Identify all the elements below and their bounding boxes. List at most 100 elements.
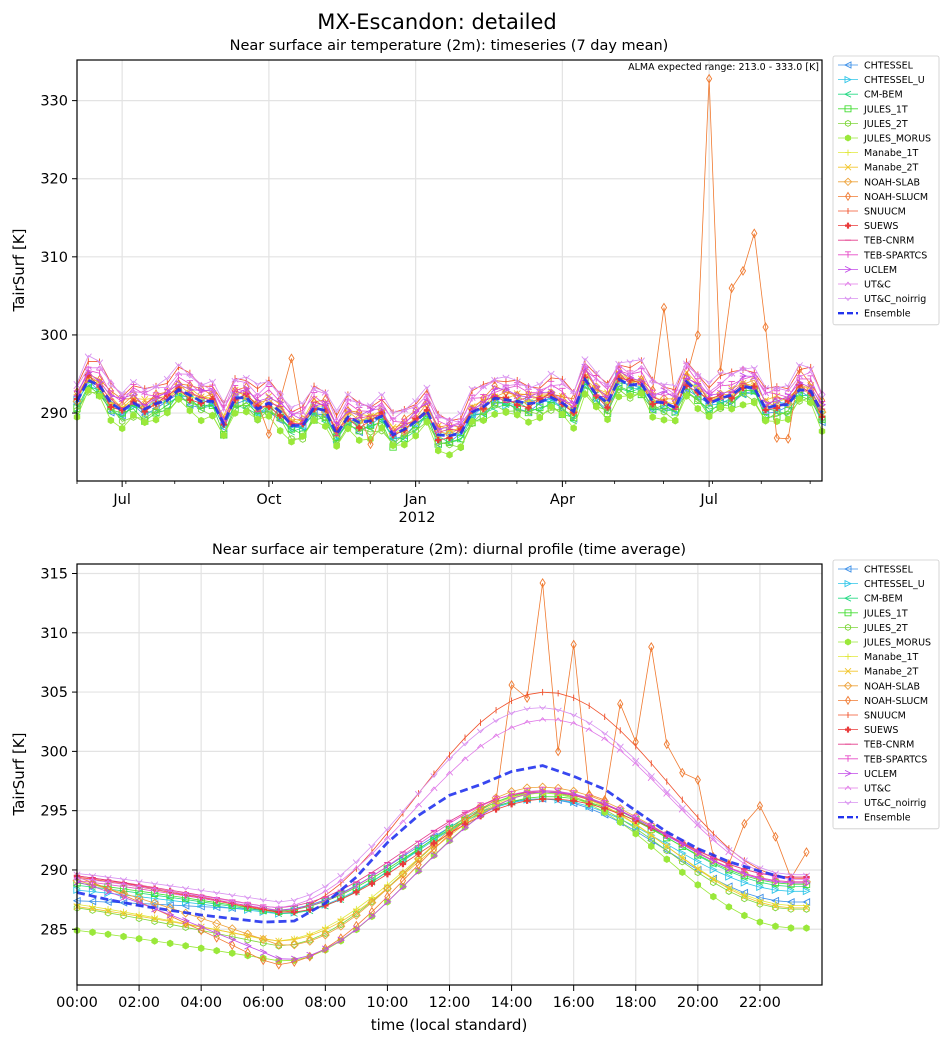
data-point: [660, 381, 668, 387]
data-point: [524, 692, 531, 704]
data-point: [739, 868, 749, 878]
data-point: [228, 949, 236, 957]
data-point: [807, 398, 814, 407]
legend-label: JULES_1T: [863, 104, 908, 115]
data-point: [353, 888, 360, 896]
y-tick-label: 300: [40, 328, 68, 344]
data-point: [306, 951, 315, 960]
x-tick-label: Jan: [403, 492, 426, 508]
data-point: [337, 936, 346, 944]
diurnal-ylabel: TairSurf [K]: [10, 733, 28, 817]
data-point: [678, 804, 686, 810]
data-point: [151, 881, 159, 887]
data-point: [413, 854, 423, 864]
data-point: [678, 854, 686, 862]
data-point: [648, 641, 655, 653]
data-point: [709, 834, 717, 840]
x-tick-label: 22:00: [739, 995, 781, 1011]
data-point: [725, 885, 733, 893]
data-point: [476, 728, 485, 734]
data-point: [197, 383, 205, 389]
data-point: [502, 385, 511, 393]
data-point: [663, 842, 671, 850]
data-point: [299, 411, 307, 417]
data-point: [741, 911, 748, 920]
data-point: [337, 896, 345, 903]
data-point: [175, 380, 183, 388]
data-point: [694, 865, 702, 873]
data-point: [104, 874, 112, 880]
data-point: [502, 408, 510, 417]
data-point: [649, 413, 656, 421]
data-point: [710, 892, 717, 901]
data-point: [750, 365, 758, 371]
data-point: [787, 904, 795, 912]
data-point: [367, 406, 375, 414]
data-point: [739, 265, 747, 276]
data-point: [539, 788, 547, 796]
data-point: [276, 399, 285, 407]
data-point: [135, 879, 143, 884]
data-point: [228, 892, 236, 898]
data-point: [321, 926, 329, 934]
data-point: [705, 412, 713, 421]
data-point: [368, 872, 376, 880]
data-point: [709, 875, 717, 883]
data-point: [288, 353, 295, 364]
data-point: [771, 874, 779, 880]
series-line: [73, 353, 826, 424]
x-tick-label: 06:00: [242, 995, 284, 1011]
data-point: [616, 743, 624, 749]
data-point: [430, 844, 438, 855]
legend-label: NOAH-SLAB: [864, 177, 920, 188]
data-point: [593, 403, 600, 411]
legend-entry: TEB-SPARTCS: [838, 250, 927, 261]
x-tick-label: 18:00: [615, 995, 657, 1011]
data-point: [762, 417, 769, 425]
data-point: [547, 370, 555, 376]
data-point: [728, 371, 736, 377]
data-point: [220, 399, 228, 405]
legend-entry: CHTESSEL_U: [838, 75, 925, 86]
data-point: [446, 837, 454, 845]
y-tick-label: 290: [40, 406, 68, 422]
data-point: [601, 808, 608, 816]
data-point: [208, 378, 217, 384]
timeseries-axes: 290 300 310 320 330 Jul Oct Jan Apr Jul: [40, 94, 811, 508]
data-point: [709, 857, 718, 865]
legend-entry: Ensemble: [838, 813, 911, 824]
data-point: [213, 932, 220, 943]
data-point: [244, 895, 252, 901]
data-point: [163, 388, 172, 396]
data-point: [647, 773, 655, 778]
data-point: [423, 398, 432, 407]
legend-entry: SNUUCM: [838, 207, 906, 218]
data-point: [649, 401, 656, 408]
legend-label: NOAH-SLAB: [864, 681, 920, 692]
legend-label: UT&C_noirrig: [864, 798, 926, 809]
data-point: [287, 405, 296, 410]
data-point: [539, 577, 546, 588]
data-point: [647, 823, 656, 831]
legend-label: UT&C: [864, 280, 891, 291]
data-point: [508, 725, 516, 730]
data-point: [367, 898, 377, 908]
legend-label: NOAH-SLUCM: [864, 696, 928, 707]
data-point: [570, 720, 578, 726]
data-point: [89, 905, 97, 913]
data-point: [182, 942, 189, 950]
data-point: [795, 362, 803, 367]
data-point: [355, 424, 363, 431]
data-point: [209, 411, 216, 420]
legend-entry: CM-BEM: [838, 90, 903, 101]
data-point: [412, 398, 420, 403]
data-point: [412, 403, 420, 409]
data-point: [446, 423, 454, 431]
data-point: [355, 436, 363, 445]
legend-entry: UT&C_noirrig: [838, 798, 926, 809]
data-point: [637, 377, 646, 386]
data-point: [725, 872, 734, 881]
legend-label: Manabe_2T: [864, 667, 919, 678]
data-point: [389, 441, 397, 450]
x-tick-label: 20:00: [677, 995, 719, 1011]
